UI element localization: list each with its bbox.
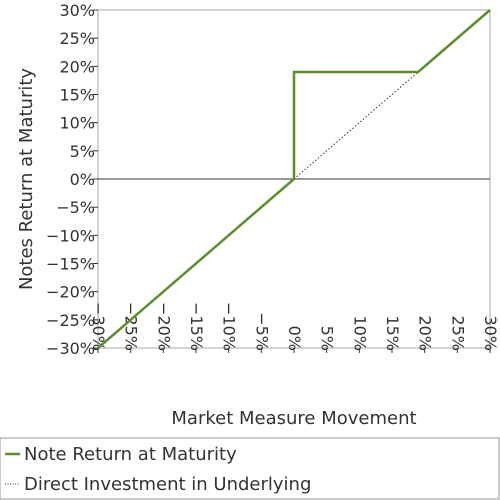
x-tick-label: 10%	[350, 315, 369, 351]
legend: Note Return at Maturity Direct Investmen…	[0, 437, 500, 500]
y-tick-label: −10%	[46, 226, 95, 245]
y-tick-label: −15%	[46, 255, 95, 274]
y-tick-label: 30%	[59, 1, 95, 20]
y-tick-label: 20%	[59, 57, 95, 76]
y-tick-label: 10%	[59, 114, 95, 133]
x-tick-label: −30%	[89, 302, 108, 351]
legend-label-note-return: Note Return at Maturity	[24, 444, 237, 465]
x-tick-label: −15%	[187, 302, 206, 351]
y-tick-label: −25%	[46, 311, 95, 330]
x-tick-label: −5%	[252, 312, 271, 351]
series-layer	[97, 9, 491, 349]
x-tick-label: 5%	[318, 326, 337, 351]
y-tick-label: 15%	[59, 86, 95, 105]
y-tick-label: −5%	[56, 198, 95, 217]
legend-box	[0, 437, 500, 500]
x-tick-label: 15%	[383, 315, 402, 351]
y-tick-label: 0%	[70, 170, 95, 189]
x-tick-label: −10%	[220, 302, 239, 351]
y-tick-label: −30%	[46, 339, 95, 358]
x-tick-label: 0%	[285, 326, 304, 351]
x-tick-label: 25%	[448, 315, 467, 351]
series-direct-investment-line	[293, 9, 491, 180]
x-tick-label: 20%	[416, 315, 435, 351]
x-axis-title: Market Measure Movement	[171, 408, 416, 429]
x-tick-label: 30%	[481, 315, 500, 351]
y-axis-title: Notes Return at Maturity	[16, 68, 37, 290]
y-tick-label: 25%	[59, 29, 95, 48]
y-tick-label: −20%	[46, 283, 95, 302]
y-tick-label: 5%	[70, 142, 95, 161]
series-note-return-line	[97, 9, 491, 349]
x-axis: −30% −25% −20% −15% −10% −5% 0% 5% 10% 15% 20% 25% 3…	[89, 302, 500, 353]
y-axis: −30% −25% −20% −15% −10% −5% 0% 5% 10% 15% 20% 25% 3…	[46, 1, 98, 358]
x-tick-label: −20%	[154, 302, 173, 351]
legend-label-direct-investment: Direct Investment in Underlying	[24, 474, 311, 495]
